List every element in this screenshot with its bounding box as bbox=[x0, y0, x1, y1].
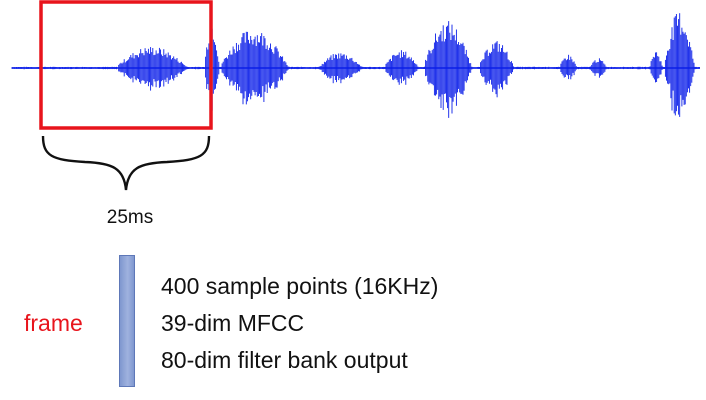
duration-label: 25ms bbox=[106, 207, 154, 228]
analysis-window-box bbox=[39, 0, 213, 130]
curly-brace-icon bbox=[41, 135, 211, 191]
feature-filter-bank: 80-dim filter bank output bbox=[161, 347, 408, 373]
speech-waveform bbox=[11, 13, 700, 118]
feature-sample-points: 400 sample points (16KHz) bbox=[161, 273, 439, 299]
frame-label: frame bbox=[24, 310, 83, 336]
frame-vector-bar bbox=[119, 255, 135, 387]
feature-mfcc: 39-dim MFCC bbox=[161, 310, 305, 336]
frame-feature-list: 400 sample points (16KHz) 39-dim MFCC 80… bbox=[161, 268, 438, 379]
